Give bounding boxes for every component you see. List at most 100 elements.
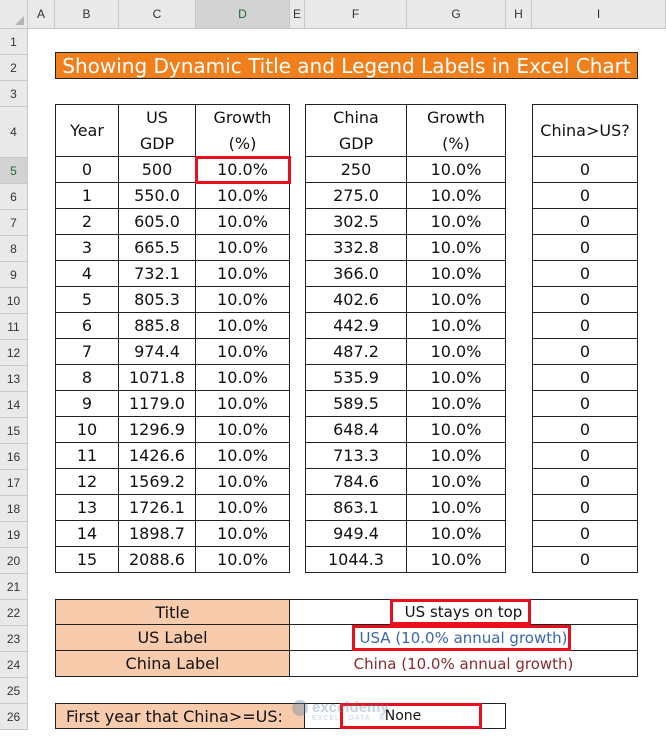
table-cell-us-gdp[interactable]: 1426.6 [119,443,196,469]
table-cell-china-gdp[interactable]: 784.6 [305,469,407,495]
row-header-9[interactable]: 9 [0,262,28,288]
table-cell-china-growth[interactable]: 10.0% [407,495,506,521]
row-header-20[interactable]: 20 [0,548,28,574]
table-cell-year[interactable]: 5 [55,287,119,313]
table-cell-china-gt-us[interactable]: 0 [532,391,638,417]
table-cell-china-gdp[interactable]: 713.3 [305,443,407,469]
row-header-3[interactable]: 3 [0,81,28,107]
table-cell-china-growth[interactable]: 10.0% [407,313,506,339]
table-cell-us-growth[interactable]: 10.0% [196,469,290,495]
table-cell-china-gt-us[interactable]: 0 [532,495,638,521]
row-header-21[interactable]: 21 [0,574,28,600]
table-cell-china-gdp[interactable]: 648.4 [305,417,407,443]
table-cell-us-growth[interactable]: 10.0% [196,235,290,261]
table-cell-us-gdp[interactable]: 1569.2 [119,469,196,495]
table-cell-us-growth[interactable]: 10.0% [196,547,290,573]
table-cell-year[interactable]: 13 [55,495,119,521]
table-cell-us-gdp[interactable]: 1071.8 [119,365,196,391]
table-cell-china-growth[interactable]: 10.0% [407,469,506,495]
table-cell-china-growth[interactable]: 10.0% [407,391,506,417]
table-cell-year[interactable]: 2 [55,209,119,235]
table-cell-us-gdp[interactable]: 665.5 [119,235,196,261]
table-cell-china-gdp[interactable]: 442.9 [305,313,407,339]
table-cell-china-gdp[interactable]: 1044.3 [305,547,407,573]
row-header-14[interactable]: 14 [0,392,28,418]
table-cell-year[interactable]: 3 [55,235,119,261]
table-cell-china-gt-us[interactable]: 0 [532,209,638,235]
row-header-18[interactable]: 18 [0,496,28,522]
table-cell-year[interactable]: 9 [55,391,119,417]
column-header-f[interactable]: F [305,0,407,29]
table-cell-us-gdp[interactable]: 605.0 [119,209,196,235]
table-cell-china-growth[interactable]: 10.0% [407,261,506,287]
table-cell-year[interactable]: 1 [55,183,119,209]
table-cell-china-gdp[interactable]: 250 [305,157,407,183]
table-cell-china-gt-us[interactable]: 0 [532,417,638,443]
row-header-13[interactable]: 13 [0,366,28,392]
table-cell-china-gdp[interactable]: 402.6 [305,287,407,313]
table-cell-year[interactable]: 14 [55,521,119,547]
row-header-24[interactable]: 24 [0,652,28,678]
table-cell-us-gdp[interactable]: 1296.9 [119,417,196,443]
table-cell-us-growth[interactable]: 10.0% [196,365,290,391]
table-cell-us-growth[interactable]: 10.0% [196,209,290,235]
table-cell-china-gdp[interactable]: 275.0 [305,183,407,209]
row-header-19[interactable]: 19 [0,522,28,548]
table-cell-us-gdp[interactable]: 1179.0 [119,391,196,417]
table-cell-china-gdp[interactable]: 535.9 [305,365,407,391]
row-header-1[interactable]: 1 [0,29,28,55]
row-header-10[interactable]: 10 [0,288,28,314]
table-cell-china-gdp[interactable]: 863.1 [305,495,407,521]
table-cell-us-gdp[interactable]: 805.3 [119,287,196,313]
table-cell-china-gdp[interactable]: 366.0 [305,261,407,287]
table-cell-us-gdp[interactable]: 500 [119,157,196,183]
table-cell-china-growth[interactable]: 10.0% [407,183,506,209]
table-cell-china-gdp[interactable]: 589.5 [305,391,407,417]
table-cell-china-growth[interactable]: 10.0% [407,287,506,313]
table-cell-china-growth[interactable]: 10.0% [407,209,506,235]
table-cell-us-gdp[interactable]: 732.1 [119,261,196,287]
select-all-corner[interactable] [0,0,28,29]
table-cell-year[interactable]: 7 [55,339,119,365]
table-cell-china-gt-us[interactable]: 0 [532,443,638,469]
column-header-c[interactable]: C [119,0,196,29]
table-cell-china-gt-us[interactable]: 0 [532,313,638,339]
table-cell-year[interactable]: 15 [55,547,119,573]
column-header-i[interactable]: I [532,0,666,29]
table-cell-year[interactable]: 10 [55,417,119,443]
table-cell-us-gdp[interactable]: 550.0 [119,183,196,209]
column-header-e[interactable]: E [290,0,305,29]
table-cell-china-growth[interactable]: 10.0% [407,235,506,261]
table-cell-china-growth[interactable]: 10.0% [407,521,506,547]
table-cell-china-gdp[interactable]: 332.8 [305,235,407,261]
row-header-26[interactable]: 26 [0,704,28,730]
table-cell-china-growth[interactable]: 10.0% [407,365,506,391]
table-cell-year[interactable]: 11 [55,443,119,469]
table-cell-year[interactable]: 6 [55,313,119,339]
table-cell-china-gt-us[interactable]: 0 [532,157,638,183]
table-cell-china-growth[interactable]: 10.0% [407,339,506,365]
table-cell-china-growth[interactable]: 10.0% [407,443,506,469]
table-cell-us-growth[interactable]: 10.0% [196,339,290,365]
table-cell-china-gt-us[interactable]: 0 [532,547,638,573]
row-header-2[interactable]: 2 [0,55,28,81]
table-cell-china-gdp[interactable]: 302.5 [305,209,407,235]
row-header-8[interactable]: 8 [0,236,28,262]
table-cell-china-growth[interactable]: 10.0% [407,157,506,183]
table-cell-china-gt-us[interactable]: 0 [532,261,638,287]
row-header-15[interactable]: 15 [0,418,28,444]
table-cell-us-growth[interactable]: 10.0% [196,443,290,469]
selected-cell-d5[interactable] [195,156,291,184]
table-cell-us-growth[interactable]: 10.0% [196,417,290,443]
table-cell-china-growth[interactable]: 10.0% [407,417,506,443]
table-cell-china-gt-us[interactable]: 0 [532,521,638,547]
table-cell-us-growth[interactable]: 10.0% [196,391,290,417]
table-cell-us-growth[interactable]: 10.0% [196,495,290,521]
table-cell-us-gdp[interactable]: 1898.7 [119,521,196,547]
table-cell-year[interactable]: 8 [55,365,119,391]
table-cell-china-gdp[interactable]: 487.2 [305,339,407,365]
row-header-11[interactable]: 11 [0,314,28,340]
row-header-25[interactable]: 25 [0,678,28,704]
row-header-4[interactable]: 4 [0,107,28,158]
table-cell-year[interactable]: 12 [55,469,119,495]
